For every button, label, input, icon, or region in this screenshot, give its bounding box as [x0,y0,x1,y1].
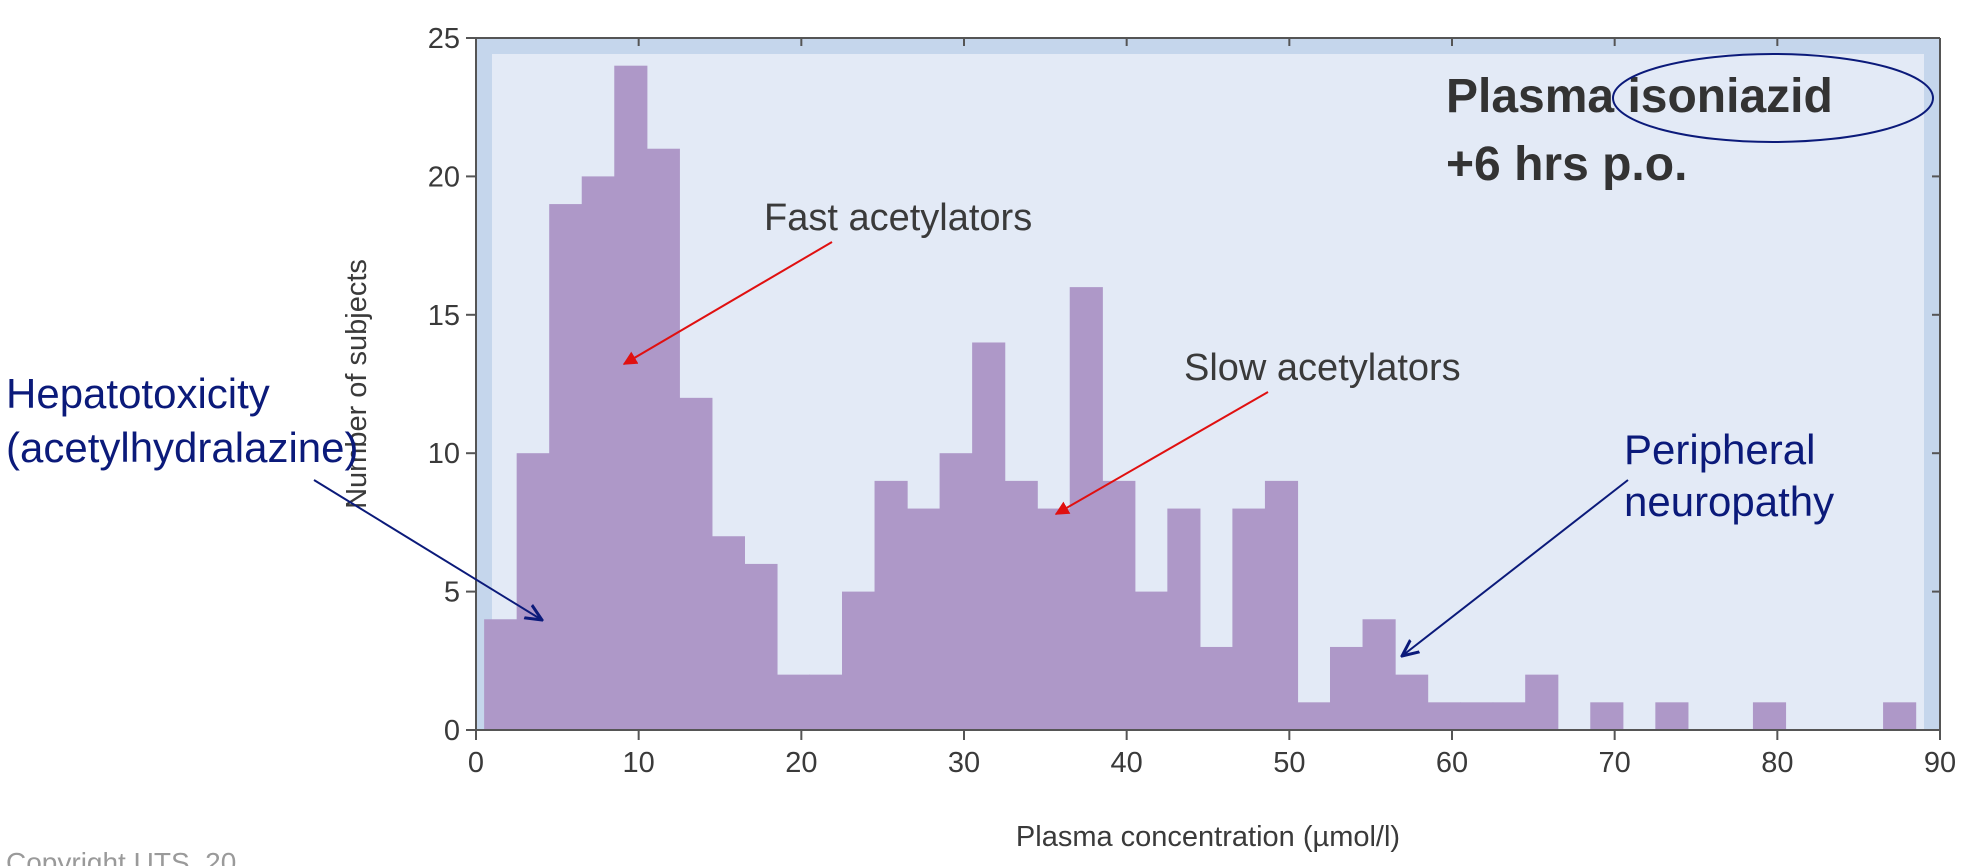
y-tick-label: 10 [428,438,460,470]
histogram-bar [1590,702,1624,730]
y-tick-label: 20 [428,161,460,193]
highlight-ellipse [1612,53,1934,143]
y-tick-label: 25 [428,23,460,55]
histogram-bar [1752,702,1787,730]
histogram-bar [776,674,811,730]
y-axis-title: Number of subjects [341,259,373,509]
histogram-bar [1037,508,1071,730]
neuropathy-label-line2: neuropathy [1624,478,1834,525]
x-tick-label: 50 [1273,747,1305,779]
neuropathy-arrow [1402,479,1629,656]
x-tick-label: 10 [623,747,655,779]
y-tick-label: 15 [428,300,460,332]
histogram-bar [874,480,908,730]
fast-acetylators-label: Fast acetylators [764,197,1032,239]
histogram-bar [1199,646,1233,730]
x-tick-label: 70 [1599,747,1631,779]
x-tick-label: 40 [1111,747,1143,779]
histogram-bar [809,674,843,730]
histogram-bar [1460,702,1494,730]
x-axis-title: Plasma concentration (µmol/l) [1016,821,1400,853]
slow-acetylators-label: Slow acetylators [1184,347,1461,389]
histogram-bar [1655,702,1689,730]
histogram-bar [1004,480,1038,730]
histogram-bar [842,591,876,730]
histogram-bar [646,148,680,731]
x-tick-label: 0 [468,747,484,779]
histogram-bar [1883,702,1917,730]
histogram-bar [679,397,713,730]
histogram-bar [614,65,648,731]
x-tick-label: 90 [1924,747,1956,779]
histogram-bar [939,453,973,730]
x-tick-label: 60 [1436,747,1468,779]
y-tick-label: 0 [444,715,460,747]
hepatotoxicity-label-line1: Hepatotoxicity [6,370,270,417]
x-tick-label: 30 [948,747,980,779]
histogram-bar [1330,646,1364,730]
hepatotoxicity-arrow [313,479,542,620]
histogram-bar [484,619,518,730]
histogram-bar [549,204,583,730]
histogram-bar [581,176,615,730]
histogram-bar [1492,702,1526,730]
axis-ticks: 0 10 20 30 40 50 60 70 80 90 0 5 10 15 20 25 [428,23,1956,779]
y-tick-label: 5 [444,577,460,609]
histogram-bar [1362,619,1396,730]
histogram-bar [1167,508,1201,730]
chart-subtitle: +6 hrs p.o. [1446,138,1687,191]
x-tick-label: 80 [1761,747,1793,779]
slow-acetylators-arrow [1054,391,1269,515]
histogram-bar [744,563,778,730]
histogram-bar [1297,702,1331,730]
x-tick-label: 20 [785,747,817,779]
histogram-bar [711,536,745,730]
neuropathy-label-line1: Peripheral [1624,426,1815,473]
histogram-bar [1525,674,1559,730]
fast-acetylators-arrow [622,241,833,365]
histogram-bar [1427,702,1461,730]
hepatotoxicity-label-line2: (acetylhydralazine) [6,424,359,471]
histogram-bar [1232,508,1266,730]
chart-title: Plasma isoniazid [1446,70,1833,123]
histogram-bars [484,65,1917,731]
histogram-bar [1264,480,1299,730]
copyright-footer: Copyright UTS, 20 [6,847,236,866]
histogram-bar [907,508,941,730]
histogram-bar [1395,674,1429,730]
histogram-bar [516,453,550,730]
histogram-bar [972,342,1006,730]
histogram-bar [1134,591,1168,730]
histogram-bar [1069,287,1103,730]
histogram-bar [1102,480,1136,730]
